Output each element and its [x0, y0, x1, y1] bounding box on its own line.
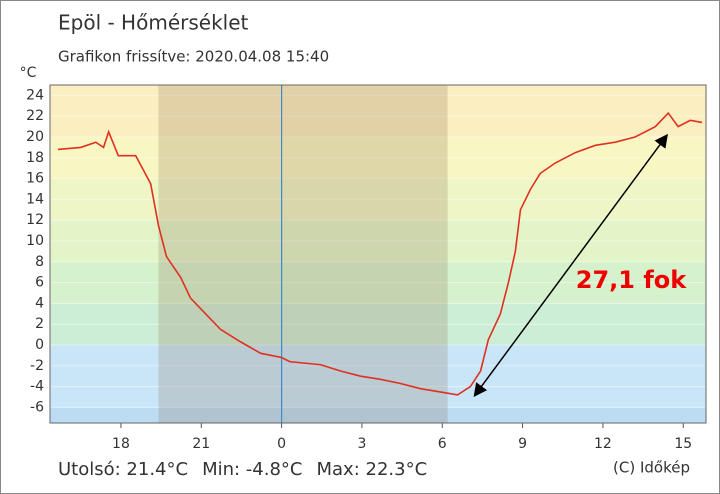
y-tick-label: 4 — [35, 295, 44, 311]
night-shade — [158, 85, 448, 423]
temp-band — [50, 85, 706, 137]
footer-stat: Utolsó: 21.4°C — [58, 459, 188, 480]
y-tick-label: 16 — [26, 171, 44, 187]
y-tick-label: 2 — [35, 316, 44, 332]
x-tick-label: 0 — [277, 436, 286, 452]
y-tick-label: -2 — [30, 358, 44, 374]
y-tick-label: 18 — [26, 150, 44, 166]
x-tick-label: 18 — [112, 436, 130, 452]
plot-border — [49, 84, 707, 424]
y-tick-label: 20 — [26, 129, 44, 145]
y-tick-label: 12 — [26, 212, 44, 228]
chart-subtitle: Grafikon frissítve: 2020.04.08 15:40 — [58, 48, 329, 66]
annotation-text: 27,1 fok — [576, 266, 688, 294]
credit: (C) Időkép — [613, 459, 690, 477]
x-tick-label: 3 — [357, 436, 366, 452]
y-tick-label: -4 — [30, 379, 44, 395]
chart-title: Epöl - Hőmérséklet — [58, 11, 249, 35]
annotation-arrow — [473, 133, 668, 398]
x-tick-label: 6 — [438, 436, 447, 452]
footer-stat: Min: -4.8°C — [202, 459, 302, 480]
temp-band — [50, 407, 706, 423]
y-tick-label: 24 — [26, 87, 44, 103]
x-tick-label: 9 — [518, 436, 527, 452]
x-tick-label: 12 — [594, 436, 612, 452]
y-tick-label: 14 — [26, 191, 44, 207]
x-tick-label: 15 — [674, 436, 692, 452]
y-tick-label: 10 — [26, 233, 44, 249]
y-unit: °C — [20, 65, 37, 81]
footer-stat: Max: 22.3°C — [317, 459, 428, 480]
y-tick-label: 6 — [35, 275, 44, 291]
x-tick-label: 21 — [192, 436, 210, 452]
y-tick-label: 0 — [35, 337, 44, 353]
y-tick-label: -6 — [30, 399, 44, 415]
y-tick-label: 22 — [26, 108, 44, 124]
y-tick-label: 8 — [35, 254, 44, 270]
